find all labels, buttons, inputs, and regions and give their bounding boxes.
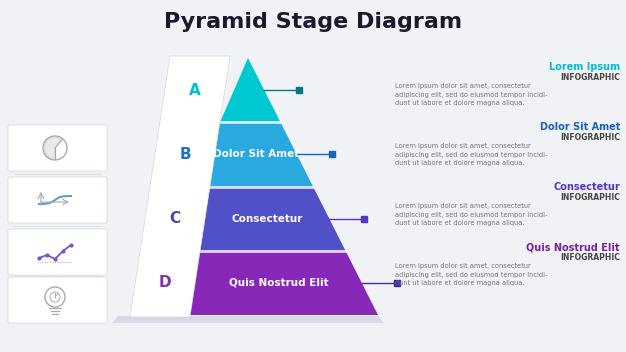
Polygon shape bbox=[200, 187, 346, 251]
Polygon shape bbox=[210, 122, 313, 187]
FancyBboxPatch shape bbox=[8, 229, 107, 275]
FancyBboxPatch shape bbox=[8, 177, 107, 223]
Text: Quis Nostrud Elit: Quis Nostrud Elit bbox=[228, 278, 328, 288]
Text: Dolor Sit Amet: Dolor Sit Amet bbox=[213, 149, 299, 159]
Text: B: B bbox=[179, 147, 191, 162]
Text: INFOGRAPHIC: INFOGRAPHIC bbox=[560, 73, 620, 82]
Text: C: C bbox=[170, 211, 180, 226]
FancyBboxPatch shape bbox=[8, 277, 107, 323]
Text: Pyramid Stage Diagram: Pyramid Stage Diagram bbox=[164, 12, 462, 32]
Text: Lorem ipsum dolor sit amet, consectetur
adipiscing elit, sed do eiusmod tempor i: Lorem ipsum dolor sit amet, consectetur … bbox=[395, 83, 547, 106]
Text: INFOGRAPHIC: INFOGRAPHIC bbox=[560, 133, 620, 142]
FancyBboxPatch shape bbox=[8, 125, 107, 171]
Text: Lorem Ipsum: Lorem Ipsum bbox=[549, 62, 620, 72]
Text: INFOGRAPHIC: INFOGRAPHIC bbox=[560, 193, 620, 202]
Text: Lorem ipsum dolor sit amet, consectetur
adipiscing elit, sed do eiusmod tempor i: Lorem ipsum dolor sit amet, consectetur … bbox=[395, 263, 547, 286]
Polygon shape bbox=[44, 137, 62, 159]
Text: A: A bbox=[189, 83, 201, 98]
Text: Quis Nostrud Elit: Quis Nostrud Elit bbox=[526, 242, 620, 252]
Text: Consectetur: Consectetur bbox=[553, 182, 620, 192]
Text: Lorem ipsum dolor sit amet, consectetur
adipiscing elit, sed do eiusmod tempor i: Lorem ipsum dolor sit amet, consectetur … bbox=[395, 143, 547, 166]
Text: Dolor Sit Amet: Dolor Sit Amet bbox=[540, 122, 620, 132]
Text: Consectetur: Consectetur bbox=[232, 214, 303, 224]
Text: Lorem ipsum dolor sit amet, consectetur
adipiscing elit, sed do eiusmod tempor i: Lorem ipsum dolor sit amet, consectetur … bbox=[395, 203, 547, 226]
Polygon shape bbox=[220, 58, 280, 122]
Text: D: D bbox=[158, 275, 172, 290]
Polygon shape bbox=[112, 316, 384, 323]
Text: INFOGRAPHIC: INFOGRAPHIC bbox=[560, 253, 620, 262]
Polygon shape bbox=[190, 251, 378, 315]
Polygon shape bbox=[130, 56, 230, 317]
